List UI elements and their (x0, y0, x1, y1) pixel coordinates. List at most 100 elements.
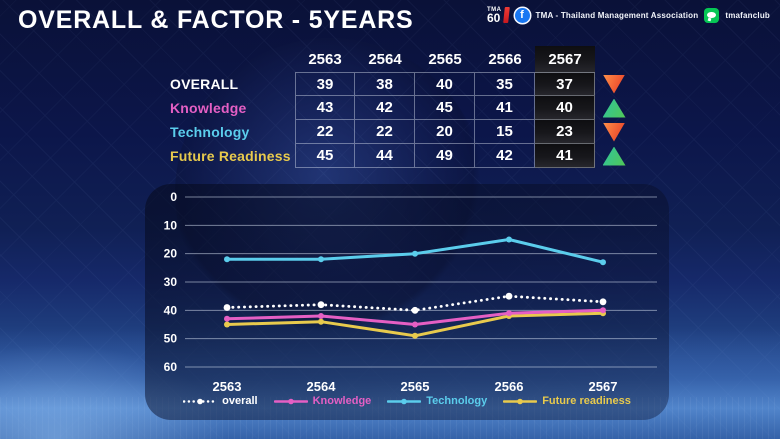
x-tick-label: 2565 (401, 379, 430, 394)
table-cell: 45 (415, 96, 475, 120)
legend-line-sample (183, 398, 218, 404)
data-point (599, 298, 607, 306)
data-point (224, 321, 230, 328)
data-point (318, 256, 324, 263)
y-tick-label: 0 (170, 190, 177, 204)
tma-logo-word: TMA (487, 6, 502, 13)
table-cell-highlighted: 40 (535, 96, 595, 120)
data-point (600, 307, 606, 314)
table-cell-highlighted: 37 (535, 72, 595, 96)
y-tick-label: 10 (164, 218, 178, 232)
table-cell: 20 (415, 120, 475, 144)
y-tick-label: 30 (164, 275, 178, 289)
row-label-future-readiness: Future Readiness (170, 148, 291, 164)
legend-marker (197, 398, 203, 404)
data-point (412, 250, 418, 257)
x-tick-label: 2567 (589, 379, 618, 394)
row-label-technology: Technology (170, 124, 250, 140)
data-point (318, 313, 324, 319)
year-header: 2563 (308, 50, 342, 68)
table-cell-highlighted: 23 (535, 120, 595, 144)
table-cell: 45 (295, 144, 355, 168)
table-cell: 42 (475, 144, 535, 168)
year-header: 2566 (488, 50, 522, 68)
table-cell: 42 (355, 96, 415, 120)
table-cell: 43 (295, 96, 355, 120)
y-tick-label: 40 (164, 303, 178, 317)
facebook-icon: f (514, 7, 530, 23)
tma-60-logo: TMA 60 (487, 6, 510, 24)
data-point (411, 306, 419, 314)
chart-panel: 0 10 20 30 40 50 60 2563 2564 2565 2566 2567 overal… (145, 184, 669, 420)
row-label-knowledge: Knowledge (170, 100, 247, 116)
legend-label: Knowledge (312, 395, 372, 407)
brand-bar: TMA 60 f TMA - Thailand Management Assoc… (487, 5, 770, 25)
legend-line-sample (387, 398, 422, 404)
legend-item-technology: Technology (387, 395, 487, 407)
series-line-overall (225, 294, 605, 312)
table-cell: 41 (475, 96, 535, 120)
data-point (600, 259, 606, 266)
legend-line-sample (273, 398, 308, 404)
trend-cell (595, 144, 633, 168)
table-cell: 40 (415, 72, 475, 96)
ranking-table: 2563 2564 2565 2566 2567 OVERALL 39 38 4… (163, 46, 633, 168)
table-arrow-header-spacer (595, 46, 633, 72)
line-account-label: tmafanclub (725, 10, 770, 20)
year-header: 2564 (368, 50, 402, 68)
trend-cell (595, 72, 633, 96)
table-cell: 35 (475, 72, 535, 96)
trend-up-icon (602, 98, 626, 118)
legend-item-future-readiness: Future readiness (503, 395, 631, 407)
table-cell: 44 (355, 144, 415, 168)
legend-item-knowledge: Knowledge (273, 395, 372, 407)
y-tick-label: 60 (164, 360, 178, 374)
data-point (412, 332, 418, 339)
trend-cell (595, 120, 633, 144)
chart-legend: overall Knowledge Technology Future readine… (145, 391, 669, 411)
legend-label: overall (222, 395, 258, 407)
legend-label: Technology (426, 395, 488, 407)
facebook-page-label: TMA - Thailand Management Association (535, 10, 699, 20)
trend-cell (595, 96, 633, 120)
data-point (506, 236, 512, 243)
tma-logo-number: 60 (487, 10, 501, 25)
table-cell: 22 (295, 120, 355, 144)
row-label-overall: OVERALL (170, 76, 239, 92)
table-cell: 39 (295, 72, 355, 96)
legend-line-sample (503, 398, 538, 404)
table-cell-highlighted: 41 (535, 144, 595, 168)
tma-logo-red-flag (502, 6, 510, 23)
data-point (223, 304, 231, 311)
legend-label: Future readiness (542, 395, 631, 407)
line-app-icon (704, 7, 720, 23)
x-tick-label: 2566 (495, 379, 524, 394)
legend-item-overall: overall (183, 395, 258, 407)
table-corner-spacer (163, 46, 295, 72)
year-header: 2565 (428, 50, 462, 68)
line-chart: 0 10 20 30 40 50 60 2563 2564 2565 2566 2567 (164, 190, 657, 394)
tma-60-logo-text: TMA 60 (487, 7, 502, 24)
data-point (505, 292, 513, 300)
x-tick-label: 2564 (307, 379, 337, 394)
data-point (224, 315, 230, 322)
data-point (412, 321, 418, 328)
table-cell: 38 (355, 72, 415, 96)
page-title: OVERALL & FACTOR - 5YEARS (18, 6, 414, 34)
x-tick-label: 2563 (213, 379, 242, 394)
table-cell: 49 (415, 144, 475, 168)
year-header-highlighted: 2567 (535, 46, 595, 72)
legend-marker (401, 398, 408, 404)
y-tick-label: 20 (164, 247, 178, 261)
data-point (318, 318, 324, 325)
table-cell: 15 (475, 120, 535, 144)
legend-marker (287, 398, 294, 404)
data-point (224, 256, 230, 263)
trend-down-icon (602, 122, 626, 142)
table-cell: 22 (355, 120, 415, 144)
trend-up-icon (602, 146, 626, 166)
legend-marker (517, 398, 524, 404)
y-tick-label: 50 (164, 332, 178, 346)
data-point (506, 310, 512, 317)
